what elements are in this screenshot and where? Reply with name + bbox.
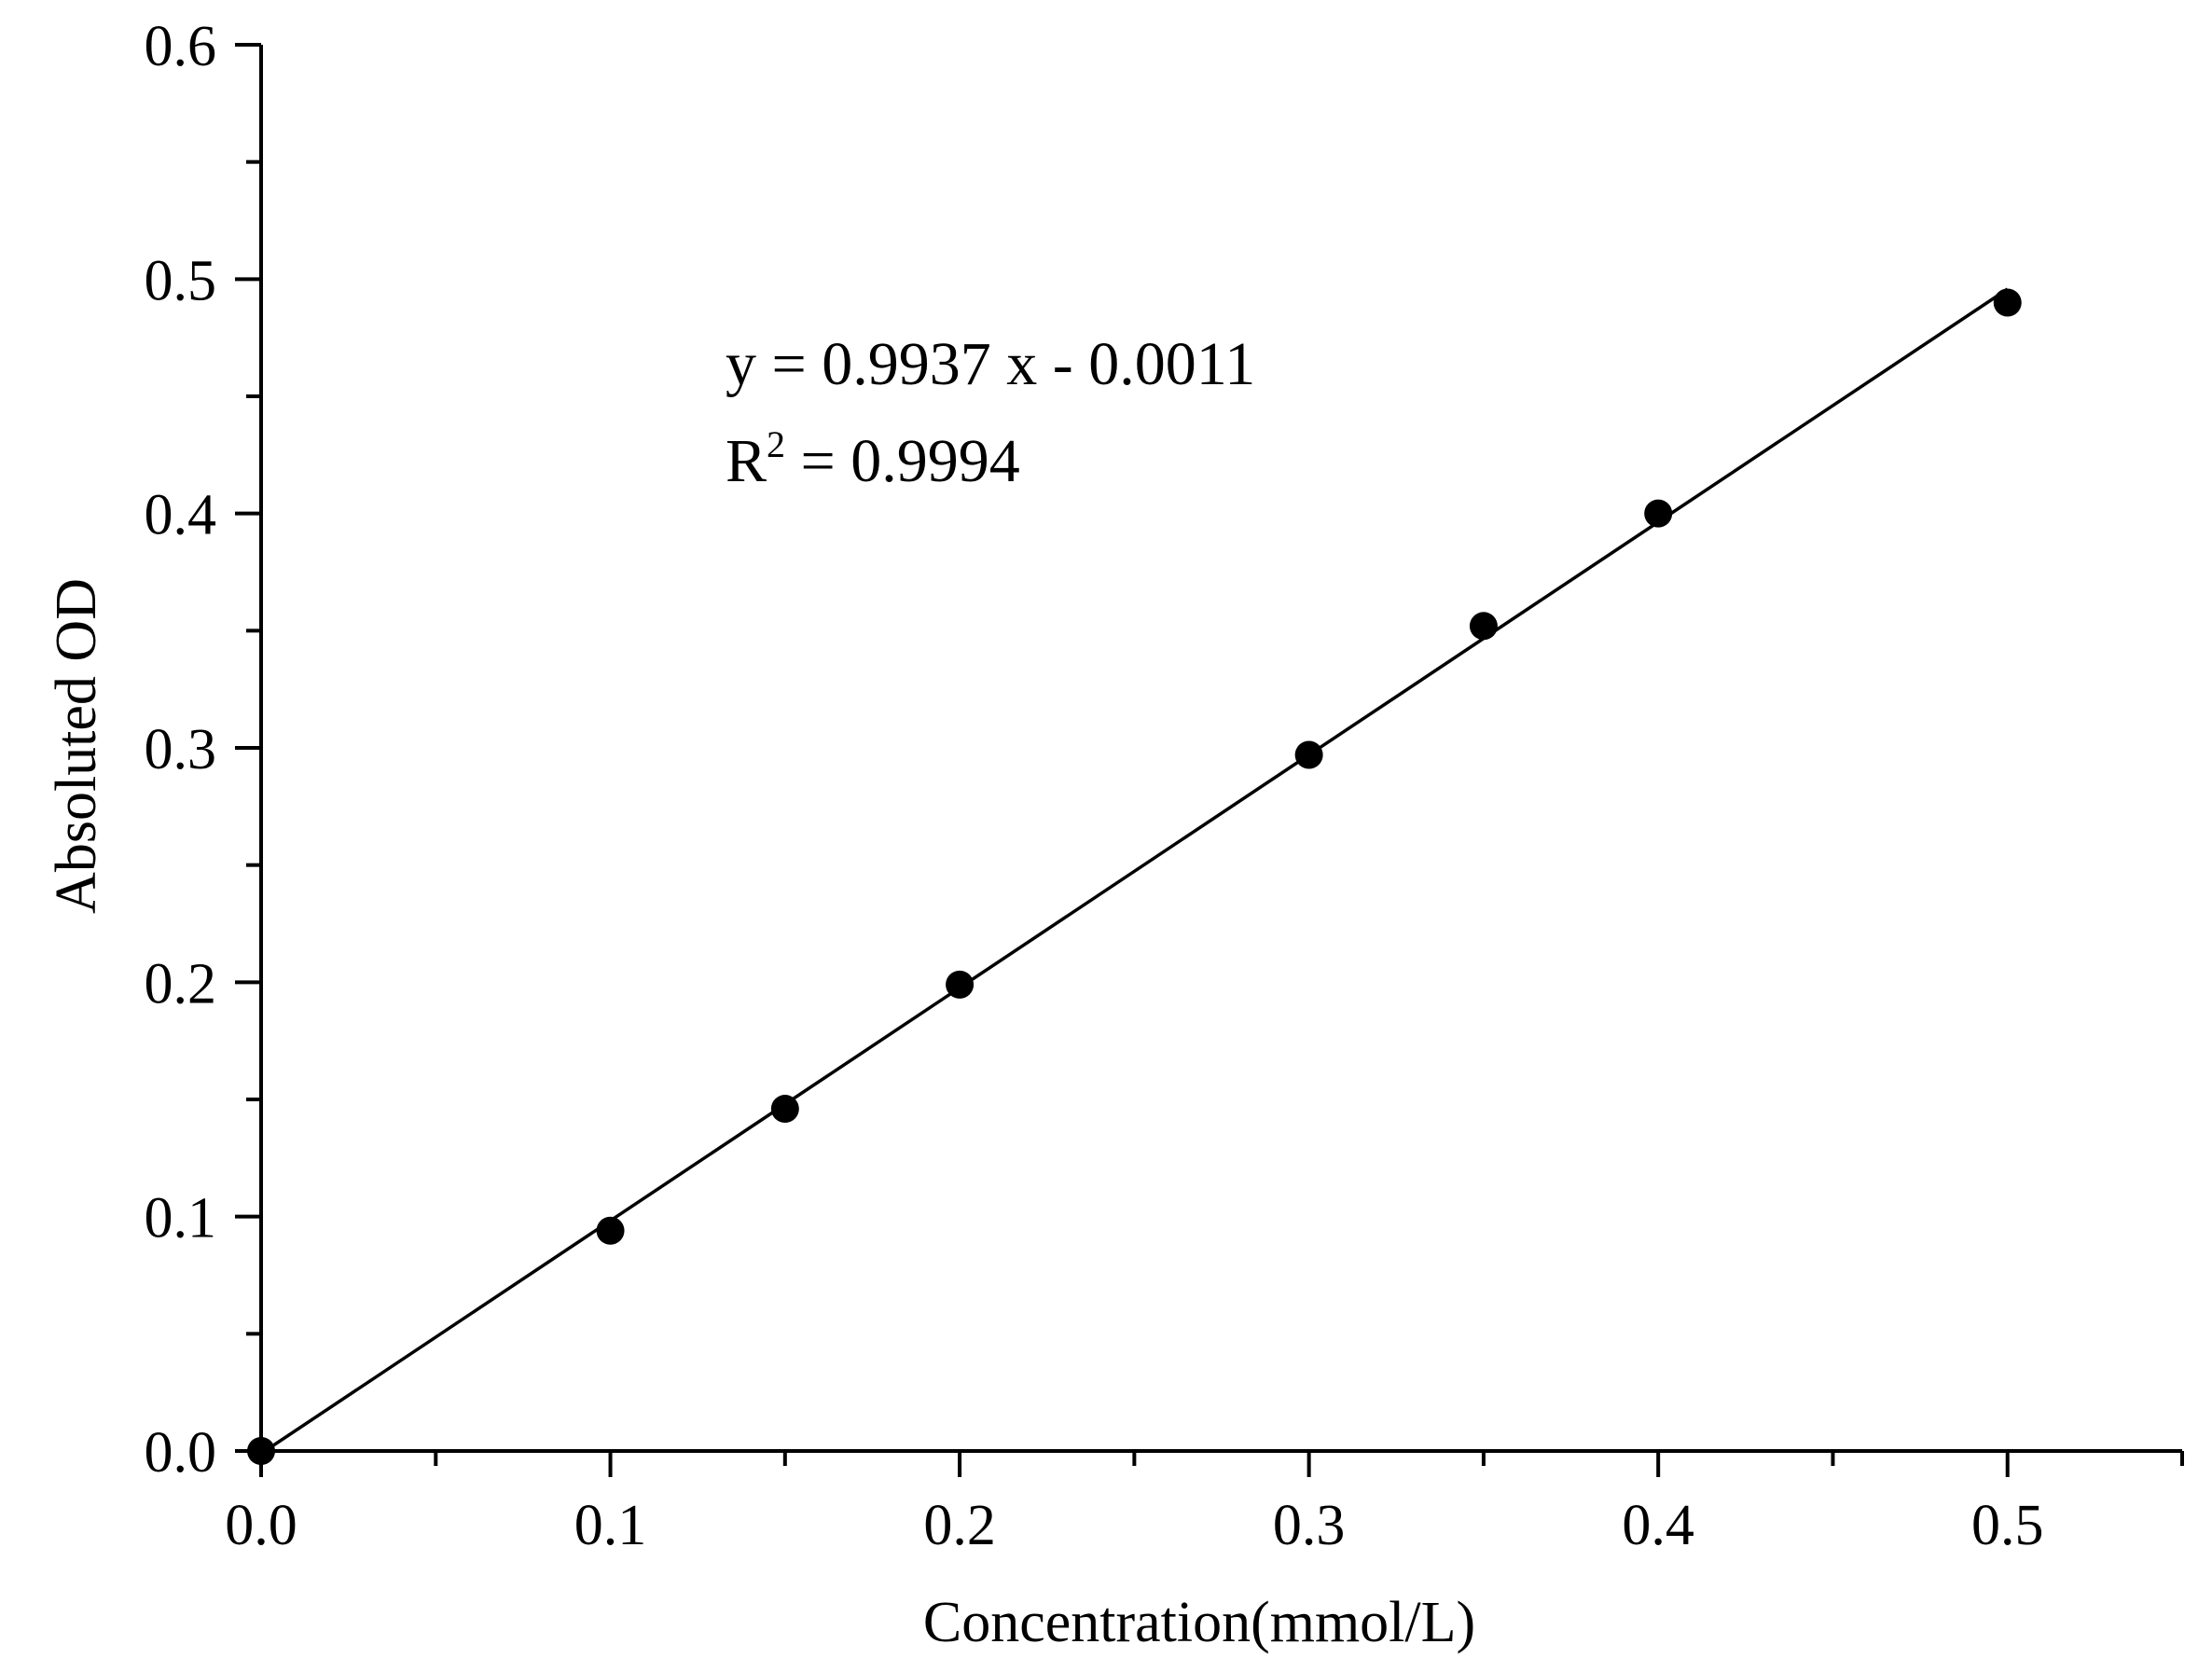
data-point [1644, 499, 1673, 528]
data-point [1993, 288, 2022, 317]
r-squared: R2 = 0.9994 [726, 423, 1020, 495]
axes [259, 45, 2182, 1453]
y-tick-label: 0.4 [145, 484, 217, 547]
data-points [247, 288, 2022, 1465]
y-tick-label: 0.1 [145, 1187, 217, 1250]
x-tick-label: 0.5 [1971, 1494, 2044, 1557]
x-tick-label: 0.2 [923, 1494, 996, 1557]
x-tick-label: 0.3 [1273, 1494, 1346, 1557]
y-tick-label: 0.5 [145, 249, 217, 312]
ticks [235, 43, 2184, 1477]
y-tick-label: 0.3 [145, 718, 217, 781]
data-point [946, 970, 975, 999]
y-axis-title: Absoluted OD [45, 578, 108, 914]
data-point [1294, 740, 1323, 769]
x-tick-label: 0.0 [225, 1494, 297, 1557]
r-squared-prefix: R [726, 427, 767, 495]
x-axis-title: Concentration(mmol/L) [923, 1591, 1475, 1654]
data-point [770, 1095, 799, 1124]
data-point [596, 1216, 625, 1245]
fit-line [260, 287, 2009, 1456]
tick-labels: 0.0 0.1 0.2 0.3 0.4 0.5 0.0 0.1 0.2 0.3 0.4 0.5 0.6 [145, 15, 2044, 1557]
y-tick-label: 0.0 [145, 1421, 217, 1485]
r-squared-sup: 2 [767, 423, 785, 465]
fit-annotation: y = 0.9937 x - 0.0011 R2 = 0.9994 [726, 330, 1255, 495]
r-squared-value: = 0.9994 [785, 427, 1020, 495]
data-point [1469, 612, 1498, 641]
data-point [247, 1437, 275, 1465]
x-tick-label: 0.1 [574, 1494, 647, 1557]
fit-line-group [260, 287, 2009, 1456]
y-tick-label: 0.2 [145, 952, 217, 1016]
x-tick-label: 0.4 [1622, 1494, 1694, 1557]
fit-equation: y = 0.9937 x - 0.0011 [726, 330, 1255, 398]
y-tick-label: 0.6 [145, 15, 217, 78]
